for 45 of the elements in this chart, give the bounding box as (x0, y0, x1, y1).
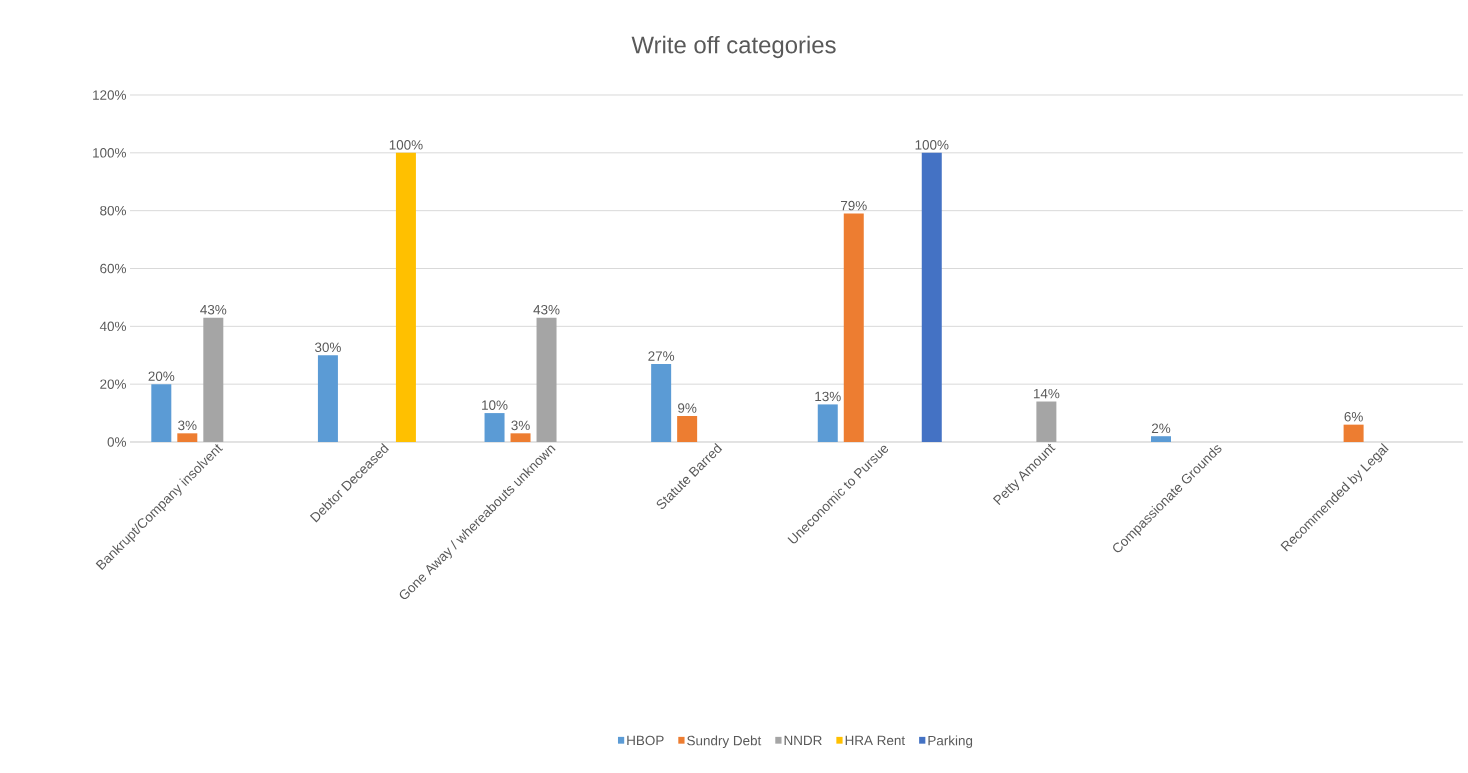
data-label: 10% (482, 400, 508, 410)
data-label: 27% (648, 351, 675, 361)
legend-label: Sundry Debt (687, 735, 762, 749)
bar (510, 433, 531, 442)
bar (151, 384, 172, 442)
data-label: 100% (915, 140, 949, 150)
y-tick-label: 120% (93, 90, 126, 100)
data-label: 13% (815, 391, 841, 402)
bar (1343, 424, 1364, 442)
bar (536, 317, 557, 442)
bar (395, 152, 416, 442)
data-label: 20% (148, 371, 175, 381)
legend-label: Parking (928, 735, 973, 749)
data-label: 43% (200, 304, 227, 315)
y-tick-label: 0% (107, 437, 126, 447)
y-tick-label: 60% (100, 263, 126, 274)
data-label: 79% (840, 200, 867, 211)
data-label: 3% (511, 420, 530, 431)
bar (817, 404, 838, 442)
y-tick-label: 100% (93, 148, 126, 158)
bar (677, 415, 698, 442)
bar (484, 413, 505, 442)
chart-title: Write off categories (631, 35, 836, 59)
data-label: 3% (178, 420, 197, 431)
legend-label: HRA Rent (845, 735, 906, 746)
y-tick-label: 40% (99, 321, 126, 332)
y-tick-label: 20% (100, 379, 126, 389)
data-label: 6% (1344, 411, 1363, 422)
legend-label: HBOP (627, 735, 664, 746)
data-label: 14% (1033, 388, 1060, 399)
data-label: 100% (389, 140, 423, 150)
data-label: 2% (1151, 423, 1171, 434)
data-label: 9% (678, 403, 697, 413)
bar (177, 433, 198, 442)
bar (317, 355, 338, 442)
bar (1150, 436, 1171, 442)
bar (843, 213, 864, 442)
bar (1036, 401, 1057, 442)
bar (651, 363, 672, 442)
data-label: 43% (533, 304, 560, 315)
y-tick-label: 80% (100, 205, 126, 216)
legend-label: NNDR (784, 735, 822, 745)
bar (921, 152, 942, 442)
bar (203, 317, 224, 442)
data-label: 30% (314, 342, 341, 353)
